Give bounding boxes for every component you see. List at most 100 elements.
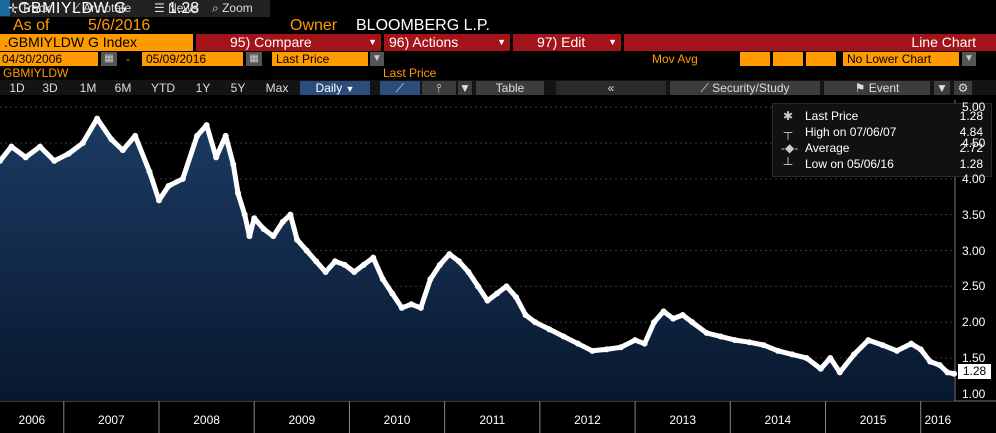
data-point [246, 233, 253, 240]
price-field-dropdown-icon[interactable]: ▼ [370, 52, 384, 66]
data-point [119, 147, 126, 154]
asof-label: As of [13, 17, 50, 34]
data-point [503, 283, 510, 290]
frequency-dropdown-icon: ▼ [345, 84, 355, 94]
lower-chart-select[interactable]: No Lower Chart [843, 52, 959, 66]
bar-style-icon[interactable]: ⫯ [422, 81, 456, 95]
data-point [79, 140, 86, 146]
y-tick-label: 3.00 [962, 243, 986, 258]
data-point [632, 337, 639, 344]
legend-low: ┴ Low on 05/06/16 1.28 [781, 156, 987, 172]
lower-chart-dropdown-icon[interactable]: ▼ [962, 52, 976, 66]
start-date-field[interactable]: 04/30/2006 [0, 52, 98, 66]
data-point [417, 304, 424, 311]
settings-icon[interactable]: ⚙ [954, 81, 972, 95]
tab-1m[interactable]: 1M [79, 81, 97, 95]
mov-avg-field-3[interactable] [806, 52, 836, 66]
data-point [817, 365, 824, 372]
y-tick-label: 2.00 [962, 315, 986, 330]
zoom-tool[interactable]: ⌕ Zoom [212, 0, 253, 17]
bar-style-dropdown-icon[interactable]: ▼ [458, 81, 472, 95]
tab-max[interactable]: Max [265, 81, 289, 95]
x-tick-label: 2006 [18, 413, 46, 427]
news-tool[interactable]: ☰ News [154, 0, 198, 17]
data-point [660, 308, 667, 315]
data-point [156, 197, 163, 204]
edit-menu[interactable]: 97) Edit ▼ [513, 34, 621, 51]
actions-menu[interactable]: 96) Actions ▼ [384, 34, 510, 51]
owner-name: BLOOMBERG L.P. [356, 17, 490, 34]
tab-1y[interactable]: 1Y [195, 81, 211, 95]
tab-1d[interactable]: 1D [9, 81, 25, 95]
legend: ✱ Last Price 1.28 ┬ High on 07/06/07 4.8… [772, 103, 992, 177]
data-point [51, 157, 58, 164]
tab-3d[interactable]: 3D [42, 81, 58, 95]
title-row: .GBMIYLDW G 1.28 [0, 0, 996, 17]
data-point [294, 236, 301, 243]
security-study-button[interactable]: ⟋ Security/Study [670, 81, 820, 95]
data-point [689, 319, 696, 326]
y-tick-label: 1.00 [962, 386, 986, 401]
data-point [465, 269, 472, 275]
tab-6m[interactable]: 6M [114, 81, 132, 95]
price-field-select[interactable]: Last Price [272, 52, 368, 66]
data-point [474, 283, 481, 290]
mov-avg-field-2[interactable] [773, 52, 803, 66]
tab-ytd[interactable]: YTD [151, 81, 175, 95]
data-point [944, 369, 951, 376]
legend-last-value: 1.28 [959, 109, 983, 123]
frequency-select[interactable]: Daily ▼ [300, 81, 370, 95]
series-label-row: GBMIYLDW Last Price [0, 67, 996, 80]
price-line [0, 116, 955, 377]
tab-5y[interactable]: 5Y [230, 81, 246, 95]
annotate-label: Annotate [83, 1, 132, 15]
end-date-field[interactable]: 05/09/2016 [142, 52, 243, 66]
high-marker-icon: ┬ [783, 125, 793, 139]
data-point [398, 304, 405, 311]
data-point [379, 276, 386, 283]
legend-last-label: Last Price [805, 109, 859, 123]
line-chart-icon[interactable]: ⟋ [380, 81, 420, 95]
legend-high-label: High on 07/06/07 [805, 125, 897, 139]
asof-row: As of 5/6/2016 Owner BLOOMBERG L.P. [0, 17, 996, 34]
compare-menu[interactable]: 95) Compare ▼ [196, 34, 381, 51]
mov-avg-field-1[interactable] [740, 52, 770, 66]
data-point [213, 154, 220, 161]
table-button[interactable]: Table [476, 81, 544, 95]
data-point [746, 339, 753, 346]
legend-high: ┬ High on 07/06/07 4.84 [781, 124, 987, 140]
last-value-badge: 1.28 [958, 364, 991, 379]
data-point [322, 269, 329, 275]
event-dropdown-icon[interactable]: ▼ [934, 81, 950, 95]
annotate-tool[interactable]: ⟋ Annotate [72, 0, 131, 17]
security-field[interactable]: .GBMIYLDW G Index [0, 34, 193, 51]
chart-tools: ✛ Track ⟋ Annotate ☰ News ⌕ Zoom [0, 0, 270, 17]
rewind-button[interactable]: « [556, 81, 666, 95]
average-marker-icon: -◆- [781, 141, 799, 155]
data-point [827, 355, 834, 361]
data-point [203, 122, 210, 129]
compare-label: 95) Compare [230, 34, 312, 50]
x-tick-label: 2013 [669, 413, 697, 427]
track-tool[interactable]: ✛ Track [8, 0, 51, 17]
data-point [132, 132, 139, 139]
data-point [851, 351, 858, 358]
data-point [165, 183, 172, 189]
chart-type-menu[interactable]: Line Chart [624, 34, 996, 51]
start-calendar-icon[interactable]: ▦ [101, 52, 117, 66]
data-point [774, 347, 781, 354]
end-calendar-icon[interactable]: ▦ [246, 52, 262, 66]
event-button[interactable]: ⚑ Event [824, 81, 930, 95]
data-point [235, 190, 242, 197]
data-point [370, 254, 377, 261]
date-dash: - [126, 52, 130, 66]
series-left-label: GBMIYLDW [3, 66, 69, 80]
data-point [494, 290, 501, 297]
data-point [94, 115, 101, 122]
data-point [603, 346, 610, 353]
actions-dropdown-icon: ▼ [497, 37, 506, 47]
data-point [303, 247, 310, 254]
data-point [484, 297, 491, 304]
data-point [679, 312, 686, 318]
